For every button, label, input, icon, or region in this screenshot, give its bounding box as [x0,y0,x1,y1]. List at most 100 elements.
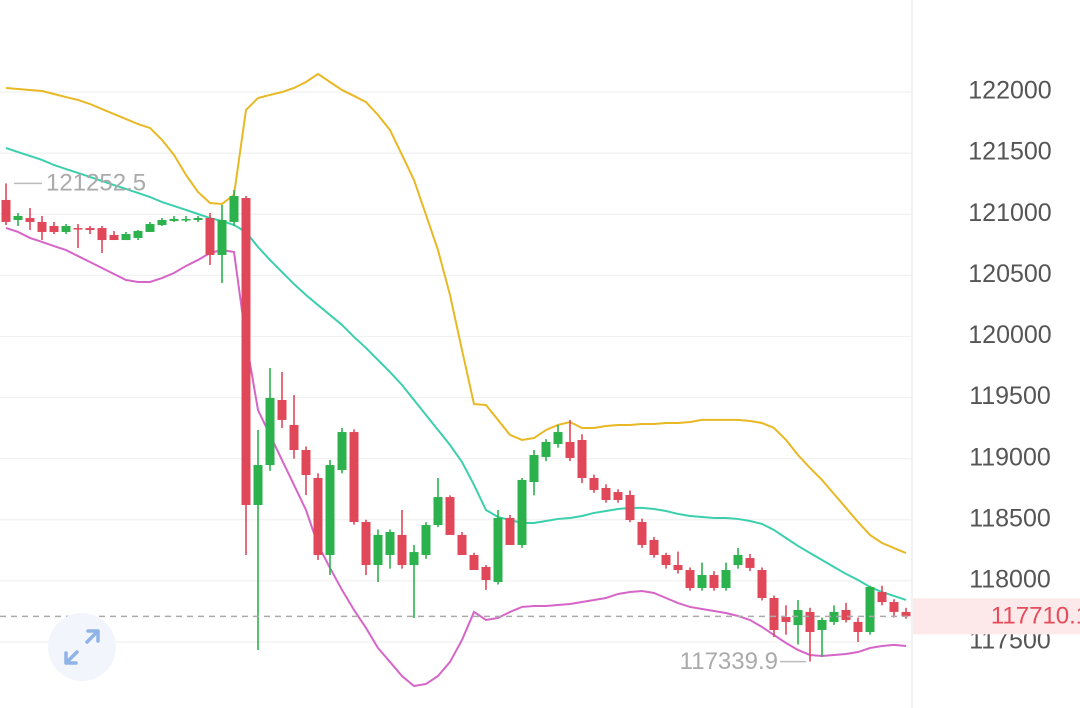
candle-body [73,228,83,230]
candle-body [169,219,179,221]
candle-body [529,455,539,483]
candle-body [97,228,107,241]
band-line [5,226,907,688]
candle-body [121,234,131,241]
candle-body [313,477,323,555]
candle-body [217,219,227,255]
candles [1,183,911,662]
candle-body [865,587,875,632]
candle-body [481,566,491,581]
candle-body [805,611,815,632]
min-label: 117339.9 [680,648,778,675]
band-line [5,72,907,554]
candle-body [385,532,395,555]
candle-body [637,521,647,545]
expand-button[interactable] [48,613,116,681]
candle-body [721,570,731,588]
candle-body [457,534,467,555]
y-tick-label: 118500 [969,504,1051,532]
candle-body [25,218,35,222]
candle-body [625,494,635,521]
candle-body [373,534,383,566]
candle-body [853,621,863,632]
y-tick-label: 121000 [968,199,1051,227]
candle-body [361,521,371,566]
candle-body [37,221,47,232]
candle-body [505,517,515,545]
bands [5,72,907,688]
max-label: 121252.5 [46,170,146,197]
candle-body [145,224,155,232]
candle-body [817,620,827,631]
candle-body [49,225,59,232]
candle-body [673,565,683,571]
candle-body [349,432,359,522]
candle-body [757,570,767,599]
candle-body [829,611,839,622]
candle-body [781,616,791,622]
candle-body [433,497,443,526]
candle-body [301,450,311,476]
candle-body [769,598,779,631]
candle-body [577,439,587,478]
overlay: 117710.1 121252.5 117339.9 [0,170,1080,675]
y-tick-label: 121500 [968,138,1051,166]
candle-body [133,230,143,238]
candle-body [541,441,551,457]
candle-body [649,539,659,555]
candle-body [205,218,215,255]
candle-body [241,197,251,505]
y-tick-label: 120000 [968,321,1051,349]
candle-body [421,525,431,555]
candle-body [565,441,575,458]
candle-body [733,554,743,566]
candle-body [877,592,887,603]
last-price-label: 117710.1 [991,603,1080,630]
candle-body [61,225,71,232]
band-line [5,147,907,601]
candle-body [193,218,203,220]
grid: 1175001180001185001190001195001200001205… [0,77,1052,655]
candle-body [469,554,479,571]
candle-body [277,400,287,420]
candle-body [685,570,695,588]
candle-body [709,575,719,588]
candle-body [493,517,503,582]
candle-body [229,196,239,222]
candle-body [661,554,671,566]
candle-body [265,397,275,466]
candle-body [409,552,419,566]
y-tick-label: 120500 [968,260,1051,288]
y-tick-label: 119000 [969,443,1051,471]
candle-body [589,477,599,490]
candle-body [337,432,347,471]
candle-body [109,235,119,241]
candle-body [325,465,335,555]
candle-body [13,215,23,220]
candle-body [1,199,11,222]
y-tick-label: 119500 [969,382,1051,410]
candle-body [601,488,611,500]
candle-body [289,424,299,451]
candle-body [793,609,803,626]
candle-body [889,602,899,612]
candle-body [85,228,95,231]
candle-body [553,432,563,445]
candle-body [745,558,755,568]
candle-body [901,611,911,617]
candle-body [841,609,851,621]
candle-body [517,479,527,545]
candle-body [445,497,455,535]
y-tick-label: 122000 [968,77,1051,105]
candle-body [181,219,191,221]
last-price-tag [913,598,1080,635]
y-tick-label: 118000 [969,566,1051,594]
expand-button-bg[interactable] [48,613,116,681]
candle-body [157,219,167,226]
expand-icon [64,629,100,665]
candle-body [397,534,407,566]
candle-body [697,575,707,588]
candle-body [253,465,263,505]
